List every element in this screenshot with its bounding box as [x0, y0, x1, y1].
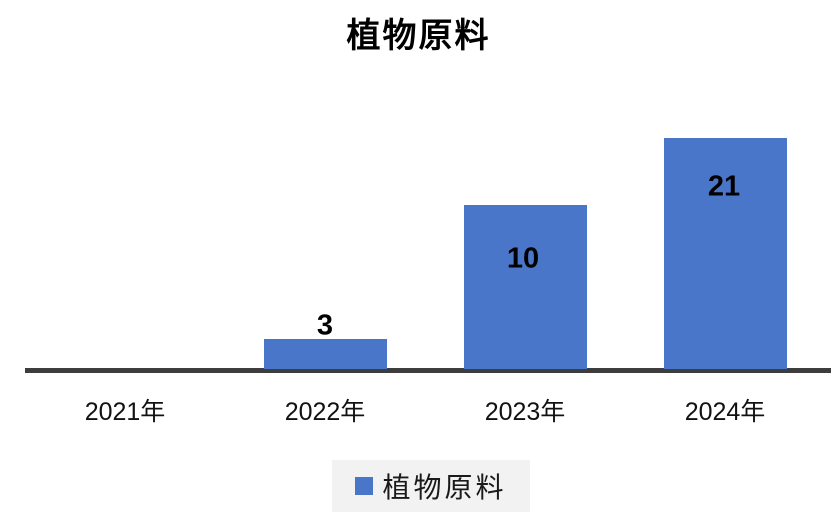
- x-tick-label-2024年: 2024年: [684, 398, 766, 426]
- legend: 植物原料: [332, 460, 530, 512]
- legend-swatch-icon: [355, 477, 374, 495]
- legend-label: 植物原料: [382, 473, 507, 504]
- bar-2024年: [663, 138, 787, 369]
- data-label-2022年: 3: [316, 309, 334, 342]
- bar-2022年: [263, 339, 387, 369]
- data-label-2024年: 21: [707, 170, 741, 203]
- chart-title: 植物原料: [346, 18, 491, 55]
- x-tick-label-2022年: 2022年: [284, 398, 366, 426]
- data-label-2023年: 10: [506, 242, 540, 275]
- x-tick-label-2023年: 2023年: [484, 398, 566, 426]
- x-axis-line: [25, 368, 831, 373]
- bar-2023年: [463, 205, 587, 369]
- x-tick-label-2021年: 2021年: [84, 398, 166, 426]
